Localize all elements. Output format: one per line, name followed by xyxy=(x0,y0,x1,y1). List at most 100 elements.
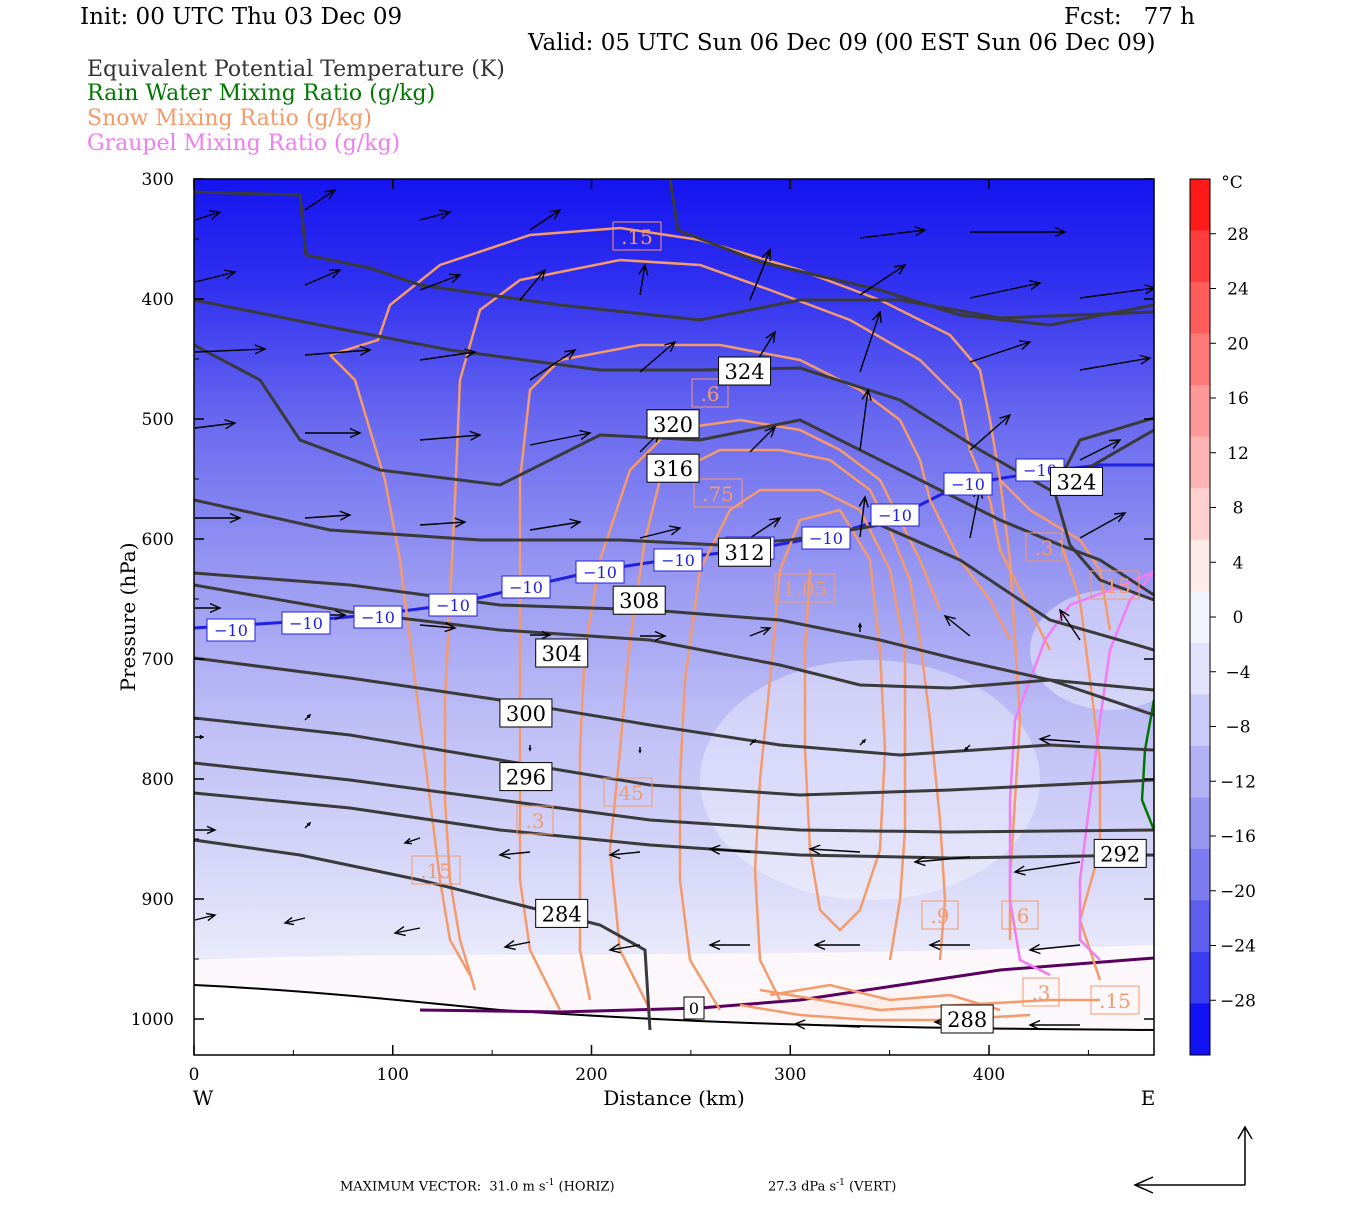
legend-snow: Snow Mixing Ratio (g/kg) xyxy=(87,106,372,131)
theta-e-label-box xyxy=(646,453,700,483)
wind-vector xyxy=(304,269,342,286)
wind-vector xyxy=(194,419,237,430)
theta-e-label: 292 xyxy=(1100,842,1140,866)
wind-vector xyxy=(638,263,649,296)
snow-label: .6 xyxy=(1010,904,1029,928)
colorbar-band xyxy=(1190,591,1210,644)
snow-label-box xyxy=(1090,985,1140,1015)
isotherm-label: −10 xyxy=(361,608,395,627)
wind-vector xyxy=(304,510,352,521)
colorbar-label: 8 xyxy=(1233,499,1244,519)
isotherm-label: −10 xyxy=(809,529,843,548)
y-tick-label: 700 xyxy=(142,650,174,670)
wind-vector xyxy=(859,264,907,296)
wind-vector xyxy=(793,1019,861,1030)
wind-vector xyxy=(393,926,421,937)
wind-vector xyxy=(195,512,242,524)
colorbar-band xyxy=(1190,436,1210,489)
snow-label: .45 xyxy=(612,781,644,805)
wind-vector xyxy=(304,345,372,356)
reference-vector xyxy=(1133,1125,1253,1194)
x-tick-label: 0 xyxy=(189,1065,200,1085)
snow-label: .15 xyxy=(420,859,452,883)
theta-e-label-box xyxy=(1049,466,1103,496)
rain-label: 0 xyxy=(689,999,699,1018)
theta-e-contour xyxy=(194,838,652,1031)
colorbar-band xyxy=(1190,385,1210,438)
snow-label-box xyxy=(1090,570,1140,600)
wind-vector xyxy=(608,943,641,954)
snow-contour xyxy=(678,488,907,1011)
snow-label-box xyxy=(603,777,653,807)
wind-vector xyxy=(858,495,869,538)
wind-vector xyxy=(419,622,457,633)
lighter-core xyxy=(700,660,1040,900)
theta-e-contour xyxy=(194,343,1154,597)
wind-vector xyxy=(1038,734,1081,745)
wind-vector xyxy=(529,209,562,231)
theta-e-label-box xyxy=(646,409,700,439)
isotherm-label: −10 xyxy=(214,621,248,640)
wind-vector xyxy=(419,348,477,361)
wind-vector xyxy=(608,848,641,860)
x-tick-label: 400 xyxy=(973,1065,1005,1085)
snow-label: .3 xyxy=(525,809,544,833)
isotherm-label-box xyxy=(281,611,331,635)
isotherm-label-box xyxy=(501,575,551,599)
wind-vector xyxy=(283,916,306,926)
wind-vector xyxy=(194,344,267,355)
colorbar-label: 0 xyxy=(1233,608,1244,628)
wind-vector xyxy=(195,825,217,835)
colorbar-band xyxy=(1190,745,1210,798)
wind-vector xyxy=(1013,861,1081,876)
x-axis-title: Distance (km) xyxy=(603,1086,745,1110)
isotherm-label-box xyxy=(206,618,256,642)
colorbar-band xyxy=(1190,848,1210,901)
wind-vector xyxy=(1059,608,1081,641)
colorbar-band xyxy=(1190,951,1210,1004)
wind-vector xyxy=(859,388,872,451)
colorbar-band xyxy=(1190,230,1210,283)
snow-contour xyxy=(329,354,472,976)
wind-vector xyxy=(194,210,222,221)
colorbar-label: 12 xyxy=(1227,444,1249,464)
wind-vector xyxy=(529,429,592,446)
wind-vector xyxy=(305,427,362,439)
x-tick-label: 200 xyxy=(575,1065,607,1085)
y-axis-title: Pressure (hPa) xyxy=(116,543,140,692)
colorbar-band xyxy=(1190,694,1210,747)
snow-contour xyxy=(769,983,1001,1012)
wind-vector xyxy=(529,518,582,531)
max-vector-vert: 27.3 dPa s-1 (VERT) xyxy=(768,1178,897,1195)
wind-vector xyxy=(708,939,750,951)
wind-vector xyxy=(857,622,863,632)
theta-e-label-box xyxy=(535,898,589,928)
wind-vector xyxy=(195,602,222,614)
snow-contour xyxy=(518,343,1012,1011)
theta-e-label-box xyxy=(718,537,772,567)
wind-vector xyxy=(419,430,482,441)
wind-vector xyxy=(403,837,421,845)
wind-vector xyxy=(859,310,882,373)
theta-e-contour xyxy=(1052,416,1154,602)
snow-label-box xyxy=(411,855,461,885)
theta-e-label: 324 xyxy=(725,360,765,384)
colorbar-label: 20 xyxy=(1227,334,1249,354)
theta-e-label: 308 xyxy=(619,589,659,613)
snow-label-box xyxy=(921,900,959,930)
legend-theta-e: Equivalent Potential Temperature (K) xyxy=(87,57,505,82)
theta-e-label: 304 xyxy=(542,642,582,666)
wind-vector xyxy=(304,189,337,211)
wind-vector xyxy=(943,614,971,637)
west-label: W xyxy=(193,1086,214,1110)
colorbar-label: 28 xyxy=(1227,225,1249,245)
y-tick-label: 500 xyxy=(142,410,174,430)
theta-e-label: 316 xyxy=(653,457,693,481)
wind-vector xyxy=(638,747,642,754)
colorbar-unit: °C xyxy=(1221,173,1243,193)
wind-vector xyxy=(304,821,312,829)
wind-vector xyxy=(419,209,452,221)
wind-vector xyxy=(749,738,757,746)
theta-e-contour xyxy=(194,571,1154,692)
wind-vector xyxy=(1028,943,1081,955)
